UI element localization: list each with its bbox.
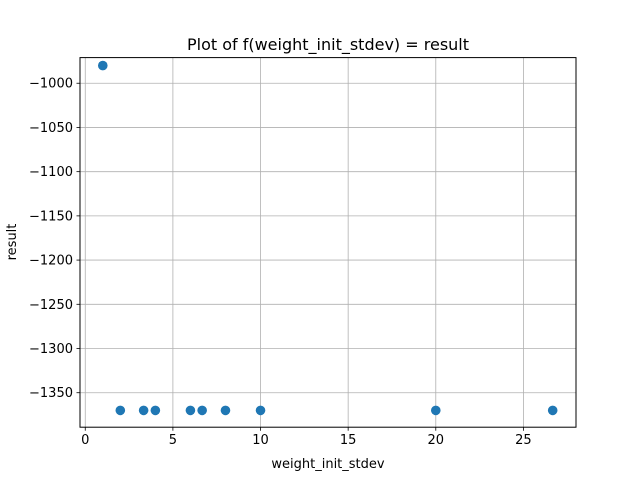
data-points — [97, 60, 558, 416]
data-point — [97, 60, 108, 71]
x-axis-ticks: 0 5 10 15 20 25 — [81, 427, 532, 448]
y-tick-label: −1150 — [29, 209, 73, 224]
data-point — [115, 405, 126, 416]
x-tick-label: 10 — [252, 433, 269, 448]
y-axis-label: result — [5, 224, 20, 261]
y-tick-label: −1050 — [29, 121, 73, 136]
y-axis-ticks: −1000 −1050 −1100 −1150 −1200 −1250 −1300 −1350 — [29, 77, 80, 401]
data-point — [255, 405, 266, 416]
data-point — [547, 405, 558, 416]
x-tick-label: 20 — [428, 433, 445, 448]
plot-area-frame — [79, 57, 577, 428]
x-axis-label: weight_init_stdev — [271, 457, 385, 472]
y-tick-label: −1000 — [29, 77, 73, 92]
data-point — [430, 405, 441, 416]
y-tick-label: −1300 — [29, 342, 73, 357]
y-tick-label: −1100 — [29, 165, 73, 180]
data-point — [220, 405, 231, 416]
grid-lines — [80, 57, 576, 428]
data-point — [197, 405, 207, 416]
data-point — [185, 405, 196, 416]
x-tick-label: 15 — [340, 433, 357, 448]
y-tick-label: −1350 — [29, 386, 73, 401]
x-tick-label: 5 — [169, 433, 177, 448]
chart-title: Plot of f(weight_init_stdev) = result — [187, 35, 469, 55]
y-tick-label: −1200 — [29, 254, 73, 269]
data-point — [150, 405, 161, 416]
x-tick-label: 0 — [81, 433, 89, 448]
x-tick-label: 25 — [515, 433, 532, 448]
y-tick-label: −1250 — [29, 298, 73, 313]
data-point — [138, 405, 149, 416]
